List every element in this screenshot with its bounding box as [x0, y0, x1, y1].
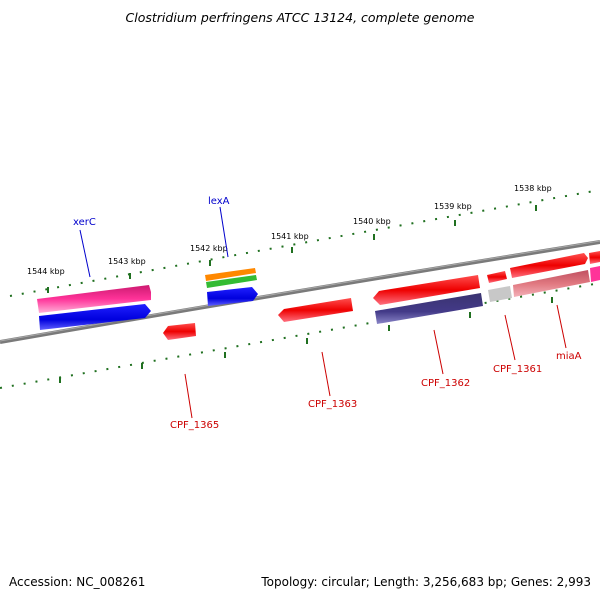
- gene-lexA-blue-arrow[interactable]: [207, 287, 258, 306]
- gene-miaA-upper-arrow[interactable]: [510, 253, 588, 278]
- gene-edge-upper-arrow[interactable]: [589, 251, 600, 264]
- kbp-label-1538: 1538 kbp: [514, 184, 552, 193]
- kbp-label-1540: 1540 kbp: [353, 217, 391, 226]
- gene-xerC-blue-arrow[interactable]: [39, 304, 151, 330]
- gene-CPF_1362-lower-arrow[interactable]: [375, 293, 483, 324]
- gene-small-upper-arrow[interactable]: [487, 271, 507, 283]
- kbp-label-1544: 1544 kbp: [27, 267, 65, 276]
- kbp-label-1541: 1541 kbp: [271, 232, 309, 241]
- gene-edge-magenta-arrow[interactable]: [590, 266, 600, 282]
- lexA-callout-line: [219, 206, 229, 258]
- genome-backbone-highlight: [0, 240, 600, 342]
- gene-label-CPF_1365[interactable]: CPF_1365: [170, 420, 219, 431]
- CPF_1361-callout-line: [504, 314, 516, 361]
- CPF_1365-callout-line: [184, 373, 193, 419]
- gene-CPF_1361-arrow[interactable]: [488, 286, 512, 302]
- CPF_1363-callout-line: [321, 351, 331, 397]
- miaA-callout-line: [556, 304, 567, 349]
- outer-tick-scale: [9, 189, 600, 297]
- map-title: Clostridium perfringens ATCC 13124, comp…: [126, 10, 475, 25]
- gene-miaA-lower-arrow[interactable]: [513, 270, 590, 297]
- gene-label-lexA[interactable]: lexA: [208, 196, 230, 207]
- gene-label-miaA[interactable]: miaA: [556, 351, 582, 362]
- gene-label-CPF_1361[interactable]: CPF_1361: [493, 364, 542, 375]
- genome-backbone: [0, 240, 600, 344]
- genome-summary-text: Topology: circular; Length: 3,256,683 bp…: [260, 575, 591, 589]
- kbp-label-1539: 1539 kbp: [434, 202, 472, 211]
- inner-tick-scale: [0, 282, 600, 389]
- gene-label-xerC[interactable]: xerC: [73, 217, 96, 228]
- gene-CPF_1363-arrow[interactable]: [278, 298, 353, 322]
- gene-CPF_1362-upper-arrow[interactable]: [373, 275, 480, 305]
- gene-label-CPF_1363[interactable]: CPF_1363: [308, 399, 357, 410]
- inner-major-ticks: [59, 297, 553, 383]
- gene-label-CPF_1362[interactable]: CPF_1362: [421, 378, 470, 389]
- gene-lexA-arrow-orange[interactable]: [205, 268, 256, 281]
- CPF_1362-callout-line: [433, 329, 444, 375]
- gene-xerC-arrow[interactable]: [37, 285, 151, 313]
- kbp-label-1543: 1543 kbp: [108, 257, 146, 266]
- outer-major-ticks: [47, 205, 537, 293]
- accession-text: Accession: NC_008261: [9, 575, 145, 589]
- gene-CPF_1365-arrow[interactable]: [163, 323, 196, 340]
- gene-lexA-arrow-green[interactable]: [206, 275, 257, 288]
- kbp-label-1542: 1542 kbp: [190, 244, 228, 253]
- xerC-callout-line: [79, 229, 91, 278]
